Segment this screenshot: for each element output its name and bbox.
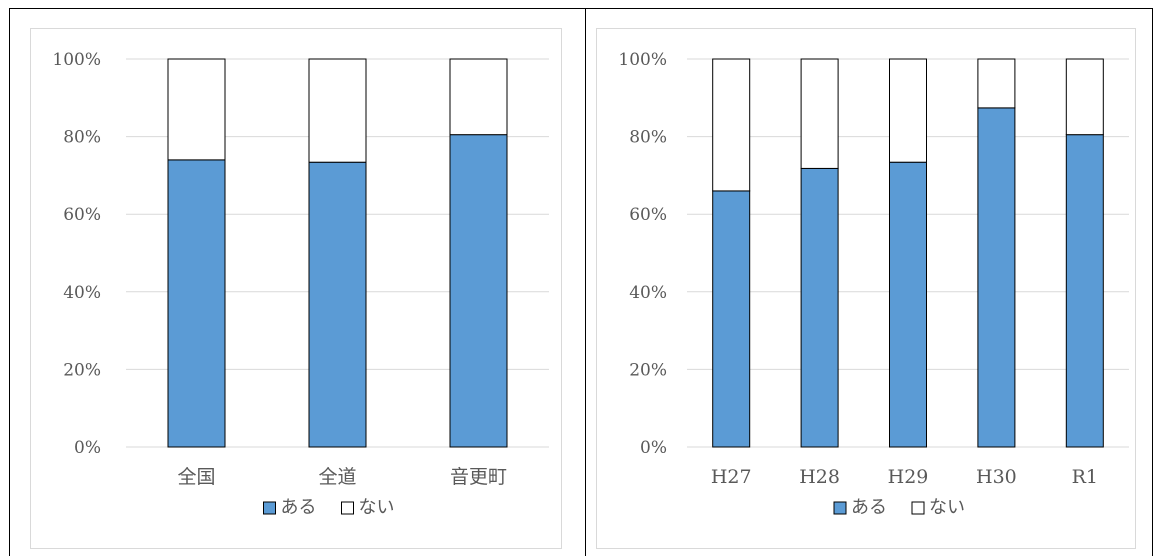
bar-nai	[449, 58, 508, 136]
bar-nai	[308, 58, 367, 163]
outer-table	[9, 8, 1153, 556]
bar-aru	[308, 161, 367, 448]
legend-swatch	[911, 501, 925, 515]
y-tick-label: 80%	[63, 128, 101, 148]
y-tick-label: 100%	[618, 50, 667, 70]
y-tick-label: 60%	[629, 205, 667, 225]
x-tick-label: H27	[711, 466, 752, 488]
bar-aru	[977, 107, 1016, 448]
legend-label: ある	[281, 497, 317, 518]
chart-panel-left: 0% 20% 40% 60% 80% 100% 全国 全道 音更町ある ない	[30, 28, 562, 549]
y-tick-label: 20%	[629, 360, 667, 380]
x-tick-label: H29	[888, 466, 929, 488]
bar-nai	[1065, 58, 1104, 136]
y-tick-label: 60%	[63, 205, 101, 225]
bar-aru	[800, 167, 839, 448]
x-tick-label: 全道	[318, 466, 356, 488]
chart-right: 0% 20% 40% 60% 80% 100% H27 H28 H29 H30 R1 ある ない	[618, 50, 1129, 518]
x-tick-label: 音更町	[450, 466, 507, 488]
y-tick-label: 0%	[640, 438, 667, 458]
legend-swatch	[833, 501, 847, 515]
bar-aru	[712, 190, 751, 448]
y-tick-label: 40%	[63, 283, 101, 303]
x-tick-label: R1	[1072, 466, 1098, 488]
bar-nai	[977, 58, 1016, 109]
chart-panel-right: 0% 20% 40% 60% 80% 100% H27 H28 H29 H30 R1 ある ない	[596, 28, 1136, 549]
legend-label: ある	[851, 497, 887, 518]
bar-nai	[800, 58, 839, 169]
bar-nai	[167, 58, 226, 161]
bar-aru	[449, 134, 508, 448]
bar-nai	[889, 58, 927, 163]
table-divider	[585, 9, 586, 556]
bar-aru	[1065, 134, 1104, 448]
y-tick-label: 40%	[629, 283, 667, 303]
bar-aru	[167, 159, 226, 448]
legend-swatch	[263, 501, 276, 515]
y-tick-label: 100%	[52, 50, 101, 70]
y-tick-label: 80%	[629, 128, 667, 148]
bar-aru	[889, 161, 927, 448]
legend-label: ない	[929, 497, 965, 518]
legend-label: ない	[359, 497, 395, 518]
x-tick-label: H30	[976, 466, 1017, 488]
y-tick-label: 20%	[63, 360, 101, 380]
bar-nai	[712, 58, 751, 192]
y-tick-label: 0%	[74, 438, 101, 458]
legend-swatch	[341, 501, 354, 515]
x-tick-label: H28	[799, 466, 840, 488]
x-tick-label: 全国	[177, 466, 215, 488]
